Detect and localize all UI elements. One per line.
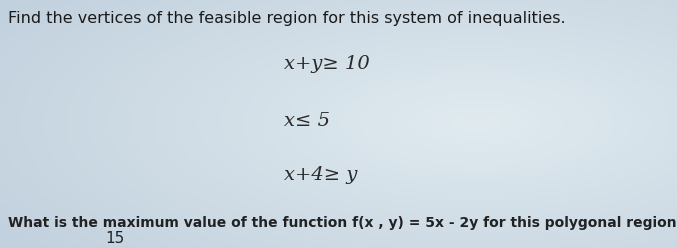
Text: x+y≥ 10: x+y≥ 10: [284, 55, 370, 73]
Text: 15: 15: [105, 231, 124, 246]
Text: x≤ 5: x≤ 5: [284, 112, 330, 130]
Text: x+4≥ y: x+4≥ y: [284, 166, 357, 184]
Text: Find the vertices of the feasible region for this system of inequalities.: Find the vertices of the feasible region…: [8, 11, 566, 26]
Text: What is the maximum value of the function f(x , y) = 5x - 2y for this polygonal : What is the maximum value of the functio…: [8, 216, 677, 230]
